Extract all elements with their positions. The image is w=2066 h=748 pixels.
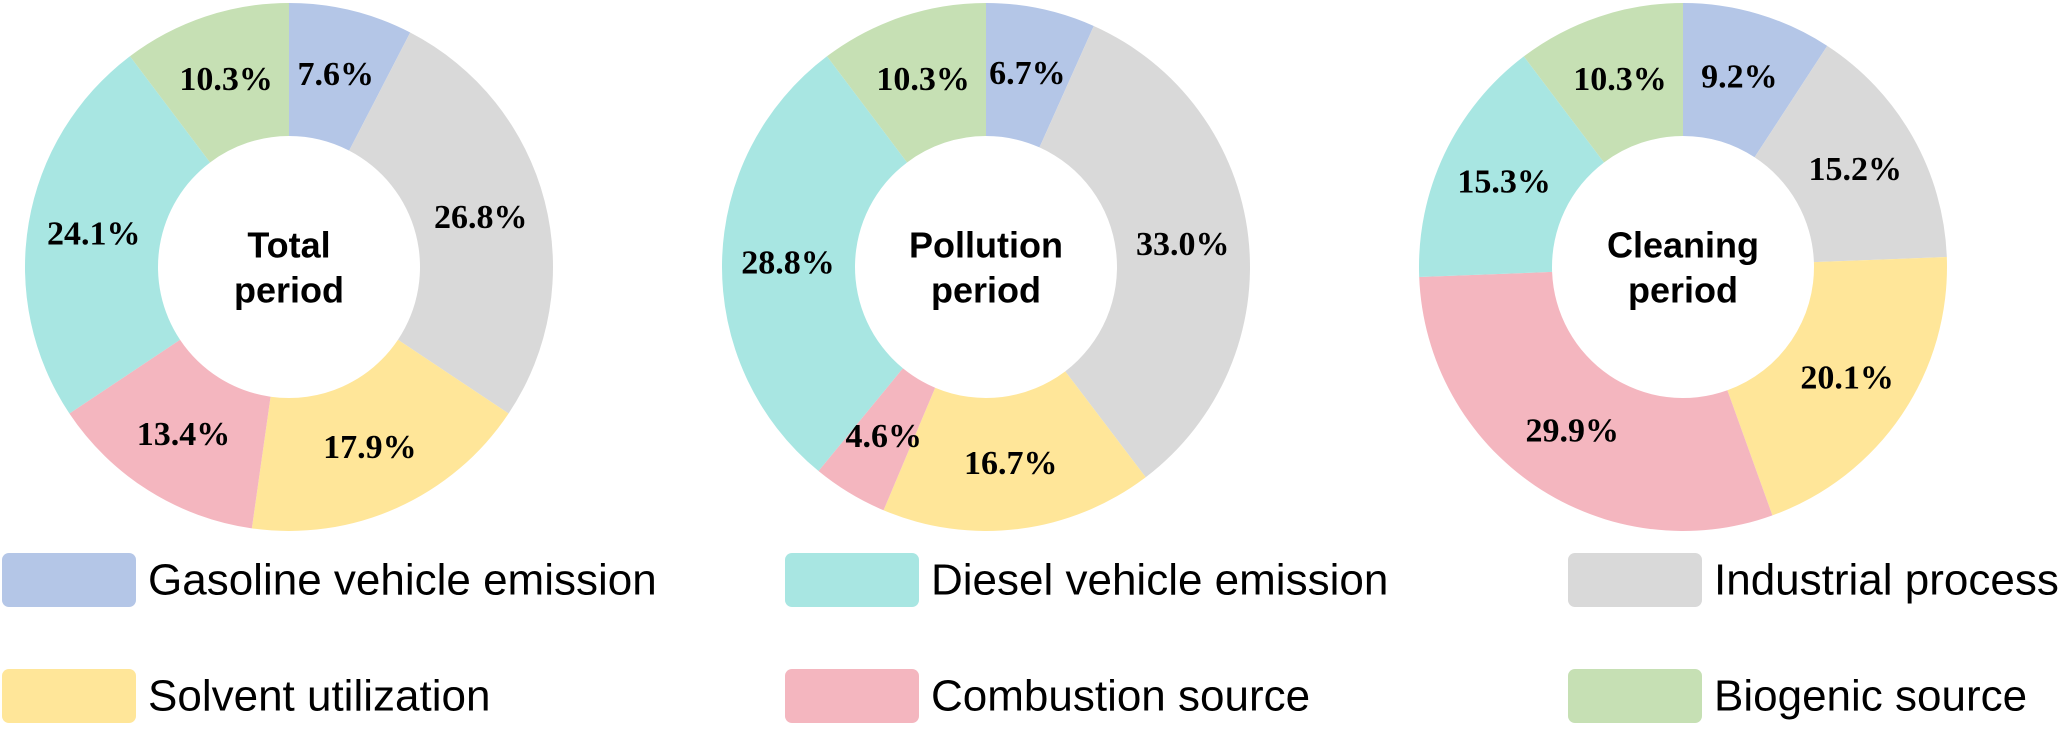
- data-label-industrial-process: 33.0%: [1136, 226, 1230, 263]
- data-label-biogenic-source: 10.3%: [179, 61, 273, 98]
- legend-swatch-biogenic-source: [1568, 669, 1702, 723]
- center-label-line: Total: [247, 225, 330, 266]
- slice-gasoline-vehicle-emission: [1683, 3, 1828, 158]
- slice-biogenic-source: [1523, 3, 1683, 163]
- data-label-diesel-vehicle-emission: 24.1%: [47, 215, 141, 252]
- legend-swatch-solvent-utilization: [2, 669, 136, 723]
- slice-gasoline-vehicle-emission: [986, 3, 1094, 148]
- center-label-line: period: [234, 270, 344, 311]
- slice-combustion-source: [818, 368, 936, 511]
- slice-combustion-source: [1419, 271, 1773, 531]
- legend-label-gasoline-vehicle-emission: Gasoline vehicle emission: [148, 556, 657, 605]
- legend: Gasoline vehicle emission Diesel vehicle …: [2, 553, 2059, 723]
- data-label-combustion-source: 29.9%: [1525, 413, 1619, 450]
- donut-cleaning-period: 9.2% 15.2% 20.1% 29.9% 15.3% 10.3% Cleaningper…: [1419, 3, 1947, 531]
- slice-diesel-vehicle-emission: [722, 56, 908, 472]
- center-label-line: period: [1628, 270, 1738, 311]
- legend-label-biogenic-source: Biogenic source: [1714, 672, 2027, 721]
- center-label-line: Pollution: [909, 225, 1063, 266]
- legend-swatch-diesel-vehicle-emission: [785, 553, 919, 607]
- slice-solvent-utilization: [251, 339, 509, 531]
- slice-solvent-utilization: [1727, 257, 1947, 516]
- data-label-biogenic-source: 10.3%: [1573, 61, 1667, 98]
- slice-combustion-source: [69, 339, 271, 529]
- data-label-combustion-source: 4.6%: [845, 418, 922, 455]
- legend-label-industrial-process: Industrial process: [1714, 556, 2059, 605]
- data-label-diesel-vehicle-emission: 15.3%: [1457, 164, 1551, 201]
- data-label-industrial-process: 15.2%: [1809, 151, 1903, 188]
- slice-industrial-process: [349, 32, 553, 414]
- slice-biogenic-source: [129, 3, 289, 163]
- legend-label-solvent-utilization: Solvent utilization: [148, 672, 490, 721]
- data-label-gasoline-vehicle-emission: 9.2%: [1701, 59, 1778, 96]
- data-label-gasoline-vehicle-emission: 7.6%: [298, 56, 375, 93]
- data-label-diesel-vehicle-emission: 28.8%: [741, 244, 835, 281]
- legend-swatch-industrial-process: [1568, 553, 1702, 607]
- donut-pollution-period: 6.7% 33.0% 16.7% 4.6% 28.8% 10.3% Pollutionper…: [722, 3, 1250, 531]
- legend-swatch-gasoline-vehicle-emission: [2, 553, 136, 607]
- slice-biogenic-source: [826, 3, 986, 163]
- slice-diesel-vehicle-emission: [1419, 56, 1605, 277]
- slice-diesel-vehicle-emission: [24, 56, 211, 414]
- data-label-combustion-source: 13.4%: [137, 416, 231, 453]
- data-label-biogenic-source: 10.3%: [876, 61, 970, 98]
- slice-industrial-process: [1754, 45, 1947, 263]
- slice-solvent-utilization: [883, 371, 1146, 531]
- center-label-line: Cleaning: [1607, 225, 1759, 266]
- legend-label-diesel-vehicle-emission: Diesel vehicle emission: [931, 556, 1388, 605]
- data-label-solvent-utilization: 20.1%: [1800, 359, 1894, 396]
- slice-gasoline-vehicle-emission: [289, 3, 411, 151]
- data-label-gasoline-vehicle-emission: 6.7%: [989, 55, 1066, 92]
- data-label-industrial-process: 26.8%: [434, 199, 528, 236]
- legend-swatch-combustion-source: [785, 669, 919, 723]
- legend-label-combustion-source: Combustion source: [931, 672, 1310, 721]
- slice-industrial-process: [1039, 26, 1250, 478]
- center-label-line: period: [931, 270, 1041, 311]
- data-label-solvent-utilization: 17.9%: [323, 429, 417, 466]
- data-label-solvent-utilization: 16.7%: [964, 445, 1058, 482]
